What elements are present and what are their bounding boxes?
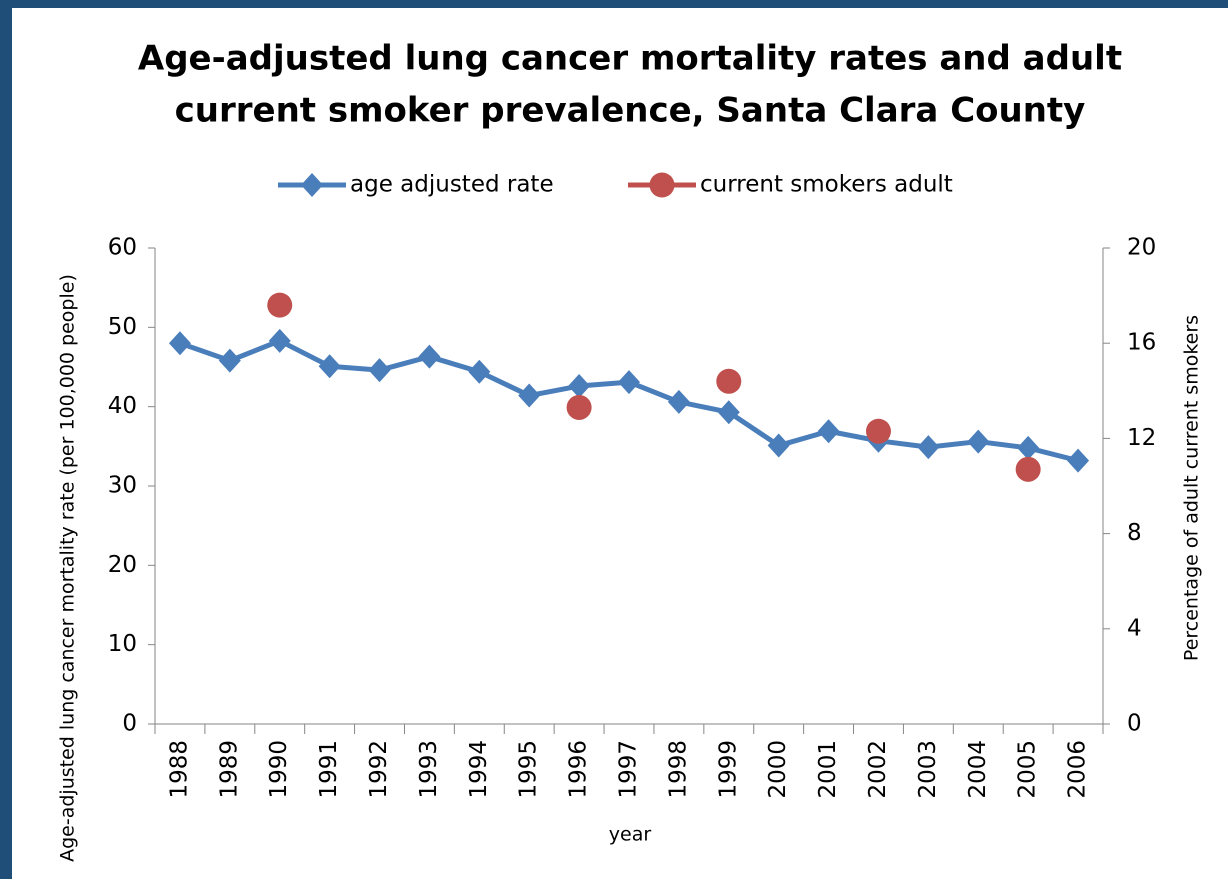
x-tick-label: 2005 bbox=[1015, 740, 1041, 799]
y-tick-label: 0 bbox=[122, 711, 137, 737]
y2-tick-label: 16 bbox=[1127, 330, 1156, 356]
point bbox=[168, 331, 191, 356]
point bbox=[566, 394, 592, 420]
y-tick-label: 60 bbox=[108, 235, 137, 261]
chart-title: current smoker prevalence, Santa Clara C… bbox=[175, 91, 1086, 131]
y-tick-label: 40 bbox=[108, 393, 137, 419]
point bbox=[865, 418, 891, 444]
x-tick-label: 1997 bbox=[616, 740, 642, 799]
point bbox=[267, 292, 293, 318]
point bbox=[468, 359, 491, 384]
x-tick-label: 1996 bbox=[566, 740, 592, 799]
y-tick-label: 50 bbox=[108, 314, 137, 340]
point bbox=[618, 370, 640, 395]
x-tick-label: 1999 bbox=[715, 740, 741, 799]
x-tick-label: 2000 bbox=[765, 740, 791, 799]
point bbox=[967, 429, 990, 454]
point bbox=[767, 433, 790, 458]
point bbox=[218, 348, 241, 373]
point bbox=[667, 389, 690, 414]
x-tick-label: 2002 bbox=[865, 740, 891, 799]
point bbox=[716, 368, 742, 394]
point bbox=[1015, 456, 1041, 482]
y2-axis-label: Percentage of adult current smokers bbox=[1181, 315, 1203, 661]
y2-tick-label: 12 bbox=[1127, 425, 1156, 451]
x-tick-label: 1992 bbox=[366, 740, 392, 799]
x-tick-label: 1991 bbox=[316, 740, 342, 799]
point bbox=[518, 383, 541, 408]
y2-tick-label: 8 bbox=[1127, 520, 1142, 546]
y-tick-label: 30 bbox=[108, 473, 137, 499]
x-tick-label: 2001 bbox=[815, 740, 841, 799]
x-tick-label: 1995 bbox=[516, 740, 542, 799]
x-tick-label: 1994 bbox=[466, 740, 492, 799]
point bbox=[717, 400, 740, 425]
point bbox=[318, 354, 341, 379]
x-tick-label: 2003 bbox=[915, 740, 941, 799]
point bbox=[917, 435, 940, 460]
x-axis-label: year bbox=[609, 824, 652, 846]
y2-tick-label: 0 bbox=[1127, 711, 1142, 737]
y2-tick-label: 4 bbox=[1127, 615, 1142, 641]
x-tick-label: 1989 bbox=[216, 740, 242, 799]
y-axis-label: Age-adjusted lung cancer mortality rate … bbox=[57, 274, 79, 862]
legend-marker bbox=[301, 173, 323, 197]
legend-label: current smokers adult bbox=[700, 172, 953, 198]
legend-label: age adjusted rate bbox=[350, 172, 554, 198]
x-tick-label: 1990 bbox=[266, 740, 292, 799]
point bbox=[368, 358, 391, 383]
x-tick-label: 2004 bbox=[965, 740, 991, 799]
chart-title: Age-adjusted lung cancer mortality rates… bbox=[138, 39, 1122, 79]
point bbox=[817, 419, 840, 444]
x-tick-label: 1988 bbox=[166, 740, 192, 799]
x-tick-label: 1998 bbox=[665, 740, 691, 799]
point bbox=[1067, 448, 1090, 473]
y2-tick-label: 20 bbox=[1127, 235, 1156, 261]
x-tick-label: 2006 bbox=[1065, 740, 1091, 799]
point bbox=[418, 344, 441, 369]
x-tick-label: 1993 bbox=[416, 740, 442, 799]
legend-marker bbox=[649, 172, 675, 198]
y-tick-label: 10 bbox=[108, 631, 137, 657]
point bbox=[568, 374, 591, 399]
point bbox=[1017, 435, 1040, 460]
y-tick-label: 20 bbox=[108, 552, 137, 578]
point bbox=[268, 328, 291, 353]
